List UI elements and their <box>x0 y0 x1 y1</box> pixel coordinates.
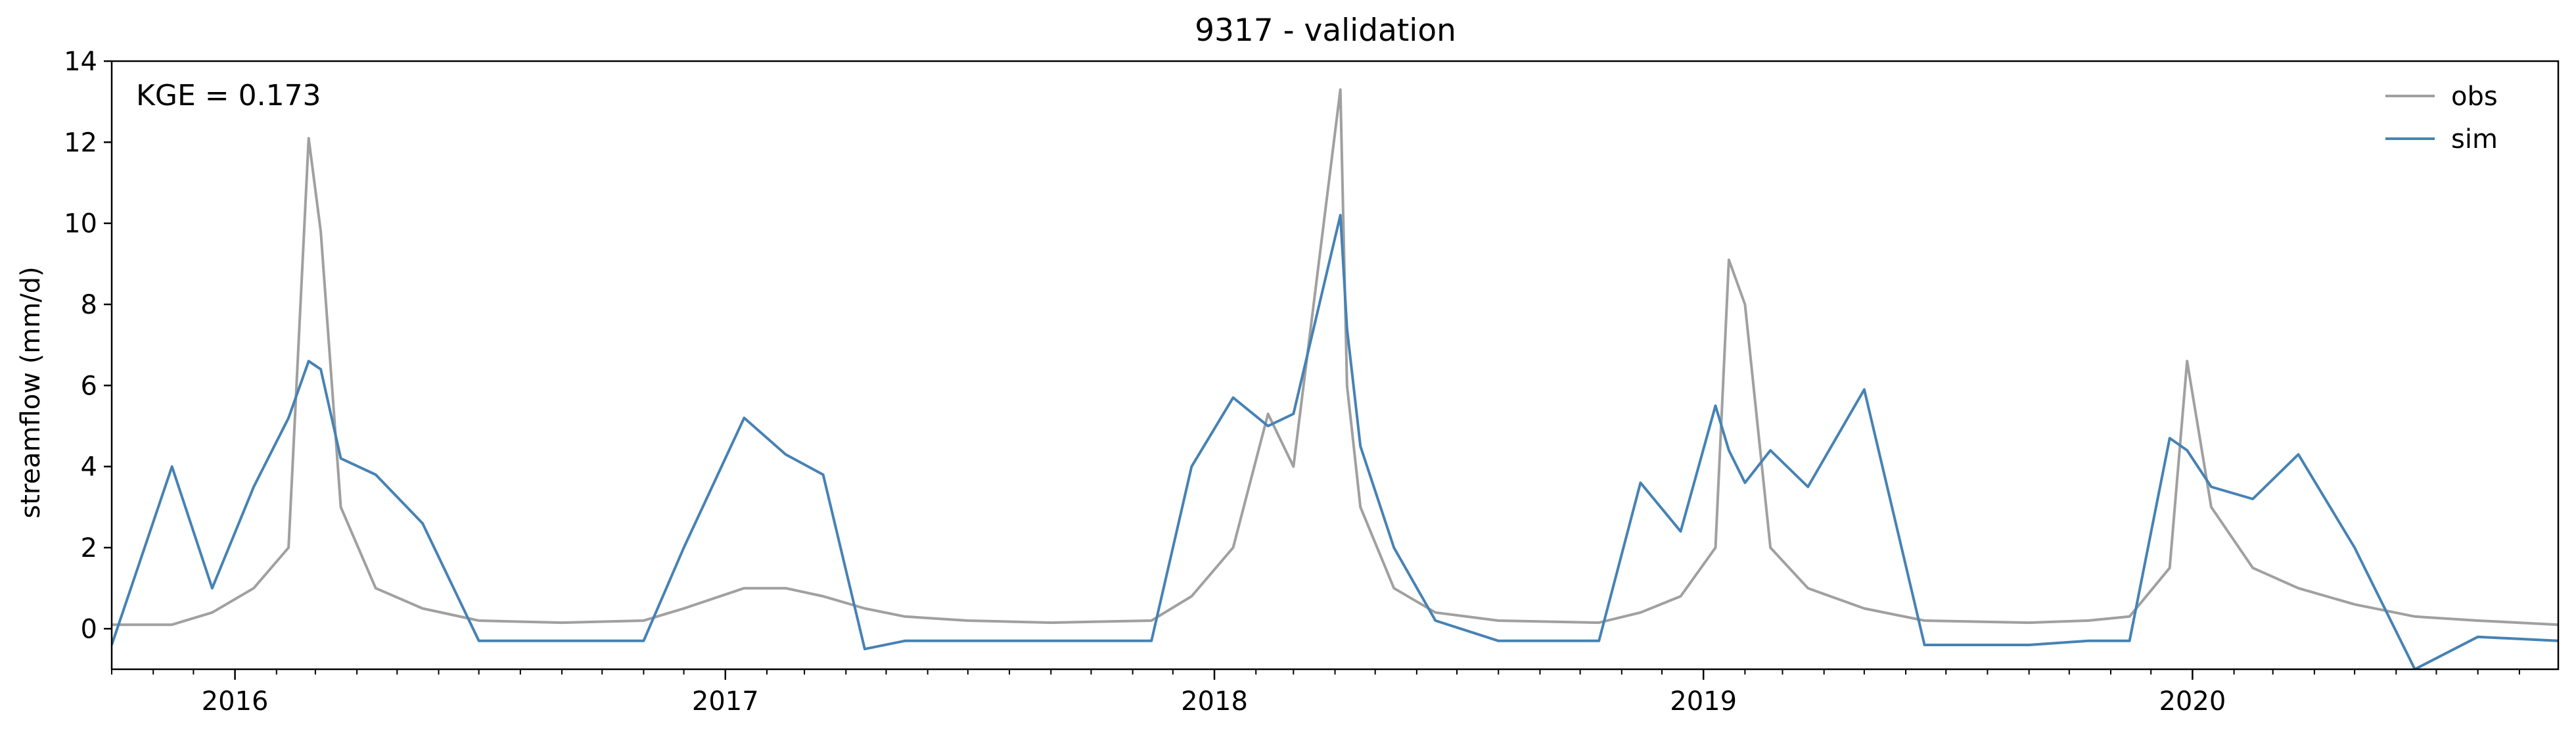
x-tick-label: 2016 <box>202 686 269 717</box>
axis-ticks: 0 2 4 6 8 10 12 14 2016 2017 2018 2019 2020 <box>64 47 2520 717</box>
x-tick-label: 2018 <box>1181 686 1248 717</box>
y-tick-label: 8 <box>81 290 97 320</box>
legend: obs sim <box>2385 82 2498 154</box>
y-tick-label: 0 <box>81 614 97 644</box>
y-axis-label: streamflow (mm/d) <box>16 266 46 518</box>
y-tick-label: 12 <box>64 128 97 158</box>
series-line-sim <box>112 214 2558 669</box>
y-tick-label: 6 <box>81 371 97 401</box>
x-tick-label: 2019 <box>1670 686 1737 717</box>
kge-annotation: KGE = 0.173 <box>136 79 321 112</box>
legend-obs-label: obs <box>2451 82 2498 112</box>
chart-title: 9317 - validation <box>1195 12 1456 49</box>
y-tick-label: 14 <box>64 47 97 77</box>
x-tick-label: 2020 <box>2159 686 2226 717</box>
x-tick-label: 2017 <box>692 686 759 717</box>
y-tick-label: 10 <box>64 209 97 239</box>
legend-sim-label: sim <box>2451 124 2498 154</box>
axes-frame <box>110 60 2560 671</box>
y-tick-label: 4 <box>81 452 97 483</box>
y-tick-label: 2 <box>81 533 97 563</box>
